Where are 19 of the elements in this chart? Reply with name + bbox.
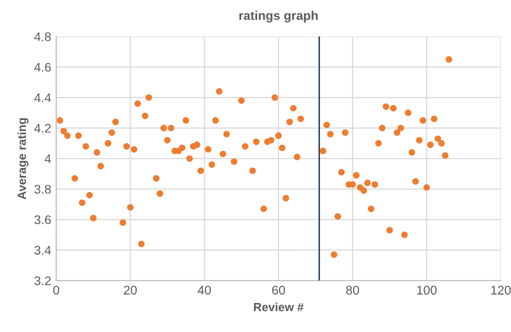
y-tick-label: 3.2 [34, 276, 51, 286]
y-tick-label: 4.8 [34, 32, 51, 42]
y-tick-label: 4.2 [34, 124, 51, 133]
x-tick-label: 60 [272, 286, 285, 295]
x-tick-label: 20 [124, 286, 137, 295]
x-tick-label: 0 [53, 286, 60, 295]
x-tick-label: 100 [417, 286, 437, 295]
y-tick-label: 3.4 [34, 246, 51, 255]
y-tick-label: 3.6 [34, 215, 51, 224]
x-tick-label: 40 [198, 286, 211, 295]
x-tick-label: 80 [346, 286, 360, 295]
y-axis-title: Average rating [17, 118, 28, 200]
x-tick-label: 120 [491, 286, 511, 295]
y-tick-label: 4 [44, 154, 51, 164]
chart-title: ratings graph [239, 10, 318, 22]
x-axis-title: Review # [254, 302, 304, 312]
y-tick-label: 3.8 [34, 184, 51, 194]
y-tick-label: 4.6 [34, 62, 51, 72]
y-tick-label: 4.4 [34, 93, 51, 102]
